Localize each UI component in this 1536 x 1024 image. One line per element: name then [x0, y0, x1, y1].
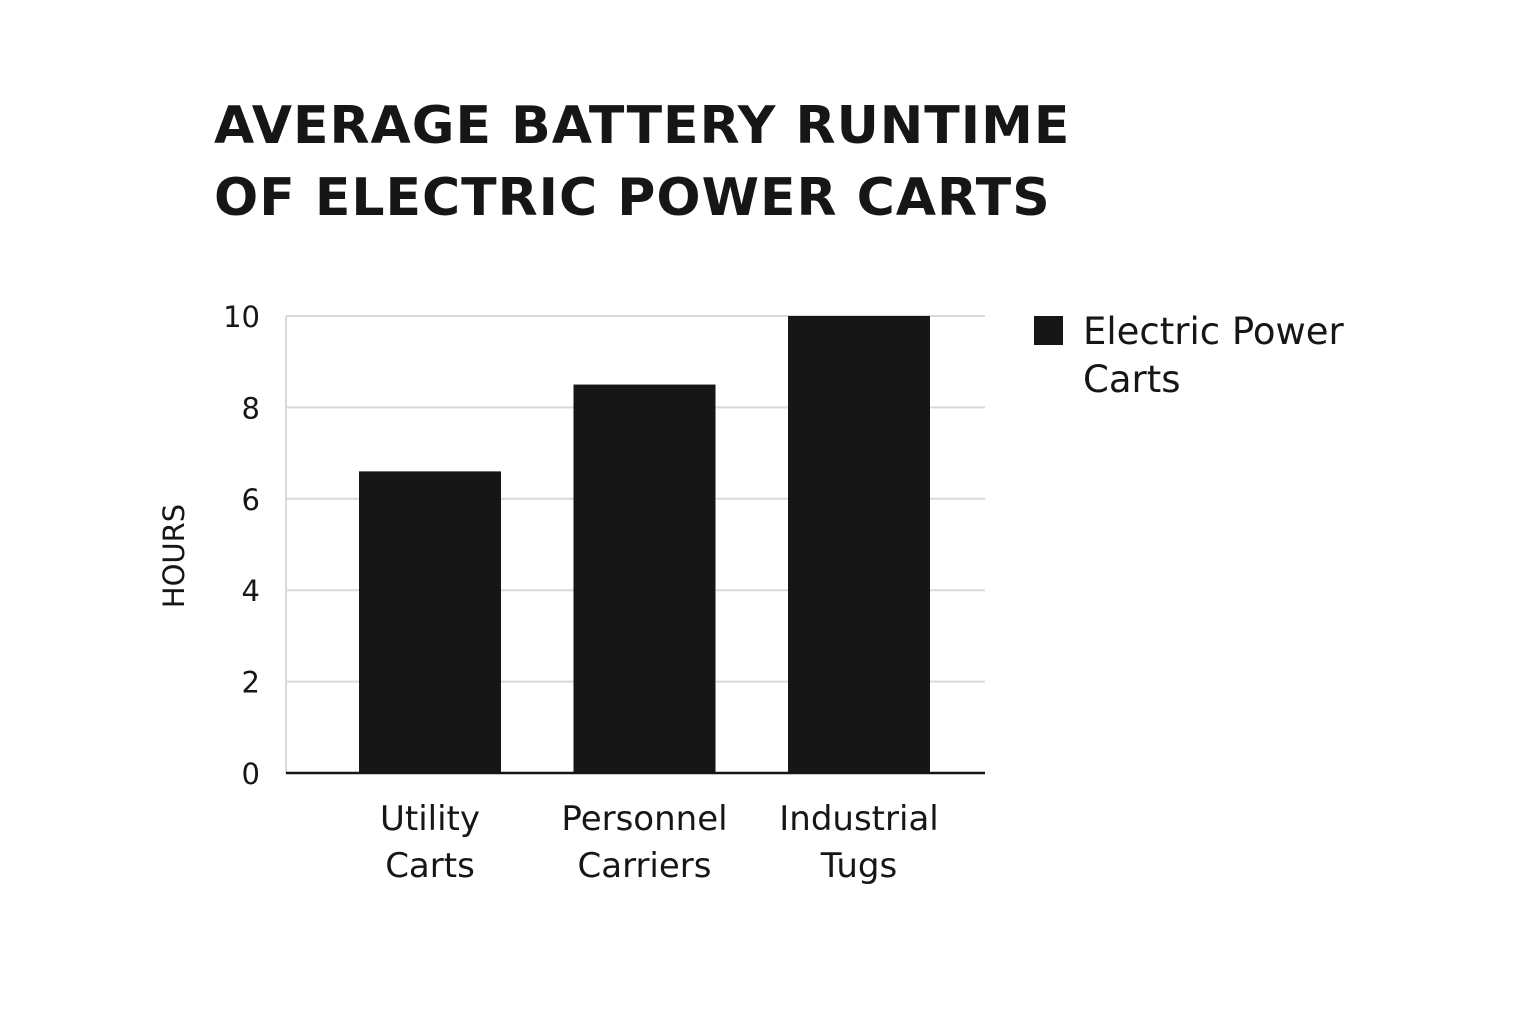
axes	[285, 316, 985, 775]
x-tick-label-2-line-2: Tugs	[820, 846, 897, 886]
chart-title-line-2: OF ELECTRIC POWER CARTS	[214, 168, 1051, 228]
bars	[359, 316, 930, 773]
y-tick-label-4: 4	[242, 574, 260, 608]
y-tick-label-0: 0	[242, 757, 260, 791]
x-tick-label-0-line-1: Utility	[380, 799, 480, 839]
legend-label: Electric Power Carts	[1083, 310, 1344, 401]
x-tick-label-1-line-1: Personnel	[561, 799, 727, 839]
x-tick-label-2-line-1: Industrial	[779, 799, 938, 839]
y-tick-label-6: 6	[242, 483, 260, 517]
y-tick-label-8: 8	[242, 391, 260, 425]
chart-title: AVERAGE BATTERY RUNTIME OF ELECTRIC POWE…	[214, 90, 1070, 234]
legend-swatch	[1034, 316, 1063, 345]
legend: Electric Power Carts	[1034, 308, 1373, 404]
x-tick-label-0-line-2: Carts	[385, 846, 475, 886]
bar-0	[359, 471, 501, 773]
tick-labels: 0 2 4 6 8 10 Utility Carts Personnel Carriers Indu…	[223, 300, 939, 886]
chart-title-line-1: AVERAGE BATTERY RUNTIME	[214, 96, 1071, 156]
y-axis-title: HOURS	[157, 504, 191, 608]
x-tick-label-1-line-2: Carriers	[578, 846, 712, 886]
y-tick-label-10: 10	[223, 300, 260, 334]
y-tick-label-2: 2	[242, 666, 260, 700]
bar-2	[788, 316, 930, 773]
bar-1	[573, 384, 716, 773]
